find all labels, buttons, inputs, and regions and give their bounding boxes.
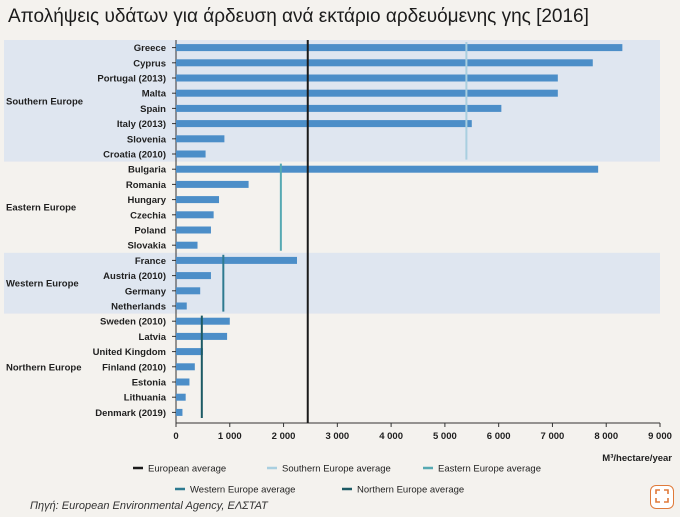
category-label: Denmark (2019) [95,408,166,419]
category-label: Finland (2010) [102,362,166,373]
legend-label: Northern Europe average [357,485,464,496]
legend-label: Southern Europe average [282,464,391,475]
bar [176,302,187,310]
bar [176,241,198,249]
legend-label: European average [148,464,226,475]
category-label: Bulgaria [128,165,167,176]
category-label: Czechia [130,210,167,221]
category-label: Germany [125,286,167,297]
bar [176,59,593,67]
category-label: Latvia [139,332,167,343]
group-label: Southern Europe [6,96,83,107]
x-tick-label: 5 000 [433,431,457,442]
legend-label: Western Europe average [190,485,295,496]
category-label: Slovenia [127,134,167,145]
legend-label: Eastern Europe average [438,464,541,475]
bar [176,165,599,173]
bar [176,348,203,356]
category-label: Poland [134,226,166,237]
category-label: Greece [134,43,166,54]
group-label: Northern Europe [6,362,81,373]
category-label: Netherlands [111,302,166,313]
bar [176,120,472,128]
x-tick-label: 0 [173,431,178,442]
x-tick-label: 6 000 [487,431,511,442]
category-label: Lithuania [124,393,167,404]
category-label: France [135,256,166,267]
bar [176,256,297,264]
category-label: Malta [142,89,167,100]
bar [176,180,249,188]
group-label: Western Europe [6,279,79,290]
category-label: Estonia [132,378,167,389]
chart-title: Απολήψεις υδάτων για άρδευση ανά εκτάριο… [8,6,589,27]
category-label: Slovakia [127,241,166,252]
x-tick-label: 1 000 [218,431,242,442]
category-label: Romania [126,180,167,191]
expand-button[interactable] [650,485,674,509]
x-tick-label: 3 000 [325,431,349,442]
category-label: Sweden (2010) [100,317,166,328]
category-label: Cyprus [133,58,166,69]
category-label: Croatia (2010) [103,150,166,161]
category-label: Hungary [127,195,166,206]
bar [176,226,211,234]
category-label: United Kingdom [93,347,166,358]
bar [176,393,186,401]
category-label: Austria (2010) [103,271,166,282]
bar [176,74,558,82]
bar [176,44,623,52]
bar [176,196,220,204]
source-note: Πηγή: European Environmental Agency, ΕΛΣ… [30,500,268,512]
bar [176,378,190,386]
bar [176,89,558,97]
bar [176,363,195,371]
bar [176,211,214,219]
x-tick-label: 4 000 [379,431,403,442]
category-label: Italy (2013) [117,119,166,130]
bar [176,150,206,158]
category-label: Spain [140,104,166,115]
group-band [4,40,660,162]
x-axis-label: M³/hectare/year [602,453,672,464]
x-tick-label: 9 000 [648,431,672,442]
x-tick-label: 8 000 [594,431,618,442]
bar [176,272,211,280]
bar [176,287,201,295]
x-tick-label: 2 000 [272,431,296,442]
expand-arrows-icon [655,489,669,503]
x-tick-label: 7 000 [541,431,565,442]
bar [176,135,225,143]
group-label: Eastern Europe [6,203,76,214]
bar [176,317,230,325]
bar [176,104,502,112]
category-label: Portugal (2013) [97,74,166,85]
bar [176,408,183,416]
group-band [4,252,660,314]
